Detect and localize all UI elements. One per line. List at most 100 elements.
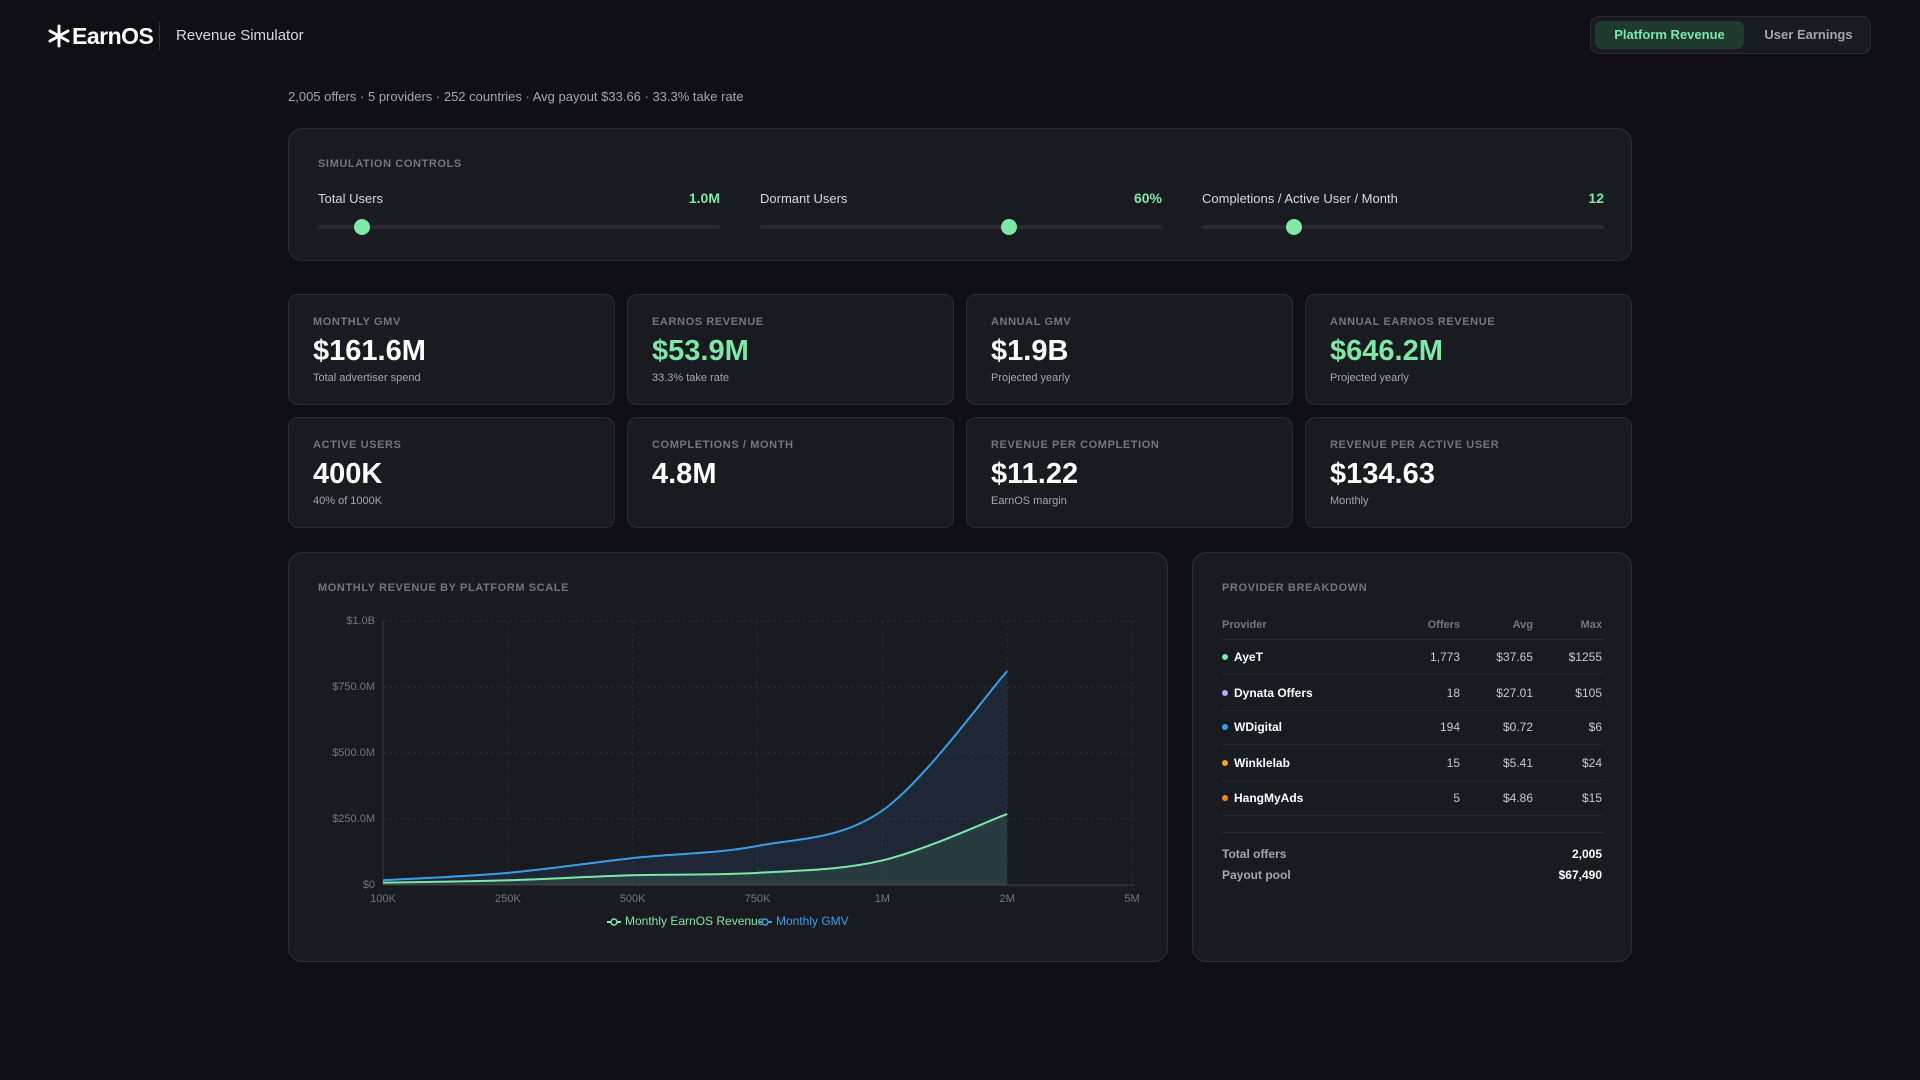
row-divider	[1222, 744, 1604, 745]
provider-offers: 5	[1453, 791, 1460, 805]
total-label: Payout pool	[1222, 868, 1291, 882]
section-title: SIMULATION CONTROLS	[318, 158, 462, 170]
provider-dot	[1222, 690, 1228, 696]
summary: 2,005 offers · 5 providers · 252 countri…	[288, 89, 744, 104]
kpi-card: EARNOS REVENUE $53.9M 33.3% take rate	[627, 294, 954, 405]
tab-bar: Platform Revenue User Earnings	[1590, 16, 1871, 54]
y-tick-label: $0	[363, 879, 375, 891]
logo-text: EarnOS	[72, 23, 154, 49]
column-header: Provider	[1222, 619, 1267, 631]
provider-panel: PROVIDER BREAKDOWN Provider Offers Avg Max A…	[1192, 552, 1632, 962]
provider-offers: 18	[1446, 686, 1460, 700]
provider-avg: $37.65	[1496, 650, 1533, 664]
kpi-label: ANNUAL EARNOS REVENUE	[1330, 316, 1496, 328]
kpi-card: MONTHLY GMV $161.6M Total advertiser spend	[288, 294, 615, 405]
kpi-note: Total advertiser spend	[313, 372, 421, 384]
kpi-card: COMPLETIONS / MONTH 4.8M	[627, 417, 954, 528]
provider-dot	[1222, 795, 1228, 801]
slider-label: Total Users	[318, 191, 384, 206]
kpi-value: $646.2M	[1330, 335, 1443, 367]
provider-max: $105	[1575, 686, 1602, 700]
y-tick-label: $750.0M	[332, 681, 375, 693]
divider	[159, 22, 160, 50]
kpi-label: ACTIVE USERS	[313, 439, 402, 451]
total-value: $67,490	[1558, 868, 1602, 882]
total-label: Total offers	[1222, 847, 1287, 861]
x-tick-label: 100K	[370, 893, 396, 905]
provider-avg: $5.41	[1502, 756, 1533, 770]
provider-avg: $27.01	[1496, 686, 1533, 700]
column-header: Avg	[1512, 619, 1533, 631]
chart: MONTHLY REVENUE BY PLATFORM SCALE $0 $250…	[318, 582, 1140, 928]
slider-handle[interactable]	[1001, 219, 1018, 235]
logo-icon	[48, 24, 70, 48]
chart-title: MONTHLY REVENUE BY PLATFORM SCALE	[318, 582, 569, 594]
line	[382, 813, 1008, 884]
legend-swatch	[610, 918, 618, 926]
provider-offers: 194	[1439, 720, 1460, 734]
kpi-card: ACTIVE USERS 400K 40% of 1000K	[288, 417, 615, 528]
provider-name: WDigital	[1234, 720, 1282, 734]
row-divider	[1222, 780, 1604, 781]
slider-handle[interactable]	[1286, 219, 1303, 235]
slider-label: Dormant Users	[760, 191, 848, 206]
section-title: PROVIDER BREAKDOWN	[1222, 582, 1368, 594]
tab-active[interactable]: Platform Revenue	[1595, 21, 1744, 49]
legend-label: Monthly GMV	[776, 914, 849, 928]
provider-offers: 1,773	[1429, 650, 1460, 664]
tab[interactable]: User Earnings	[1764, 27, 1853, 42]
y-tick-label: $250.0M	[332, 813, 375, 825]
page-title: Revenue Simulator	[176, 27, 304, 44]
legend-label: Monthly EarnOS Revenue	[625, 914, 765, 928]
kpi-note: 40% of 1000K	[313, 495, 383, 507]
provider-max: $15	[1581, 791, 1602, 805]
x-tick-label: 500K	[620, 893, 646, 905]
provider-name: AyeT	[1234, 650, 1263, 664]
row-divider	[1222, 815, 1604, 816]
x-tick-label: 5M	[1124, 893, 1139, 905]
slider-handle[interactable]	[354, 219, 371, 235]
kpi-value: 4.8M	[652, 458, 717, 490]
kpi-card: ANNUAL EARNOS REVENUE $646.2M Projected ye…	[1305, 294, 1632, 405]
provider-name: Winklelab	[1234, 756, 1290, 770]
provider-avg: $0.72	[1502, 720, 1533, 734]
kpi-label: REVENUE PER COMPLETION	[991, 439, 1160, 451]
x-tick-label: 250K	[495, 893, 521, 905]
y-tick-label: $1.0B	[346, 615, 375, 627]
kpi-label: REVENUE PER ACTIVE USER	[1330, 439, 1500, 451]
provider-dot	[1222, 654, 1228, 660]
kpi-value: $1.9B	[991, 335, 1069, 367]
kpi-note: Projected yearly	[991, 372, 1070, 384]
slider-track[interactable]	[760, 225, 1162, 229]
row-divider	[1222, 674, 1604, 675]
kpi-value: 400K	[313, 458, 383, 490]
legend-swatch	[761, 918, 769, 926]
kpi-card: REVENUE PER COMPLETION $11.22 EarnOS margi…	[966, 417, 1293, 528]
kpi-card: ANNUAL GMV $1.9B Projected yearly	[966, 294, 1293, 405]
column-header: Offers	[1427, 619, 1460, 631]
slider-value: 60%	[1133, 190, 1162, 206]
x-tick-label: 2M	[1000, 893, 1015, 905]
kpi-note: Projected yearly	[1330, 372, 1409, 384]
slider-track[interactable]	[318, 225, 720, 229]
slider-track[interactable]	[1202, 225, 1604, 229]
kpi-label: MONTHLY GMV	[313, 316, 401, 328]
kpi-note: 33.3% take rate	[652, 372, 730, 384]
kpi-card: REVENUE PER ACTIVE USER $134.63 Monthly	[1305, 417, 1632, 528]
y-tick-label: $500.0M	[332, 747, 375, 759]
provider-name: Dynata Offers	[1234, 686, 1313, 700]
provider-max: $1255	[1568, 650, 1602, 664]
kpi-label: COMPLETIONS / MONTH	[652, 439, 794, 451]
kpi-label: EARNOS REVENUE	[652, 316, 764, 328]
row-divider	[1222, 639, 1604, 640]
row-divider	[1222, 832, 1604, 833]
column-header: Max	[1580, 619, 1602, 631]
chart-panel: MONTHLY REVENUE BY PLATFORM SCALE $0 $250…	[288, 552, 1168, 962]
provider-offers: 15	[1446, 756, 1460, 770]
area	[383, 813, 1008, 885]
provider-max: $6	[1588, 720, 1602, 734]
slider-label: Completions / Active User / Month	[1202, 191, 1398, 206]
kpi-value: $11.22	[991, 458, 1079, 490]
total-value: 2,005	[1571, 847, 1602, 861]
